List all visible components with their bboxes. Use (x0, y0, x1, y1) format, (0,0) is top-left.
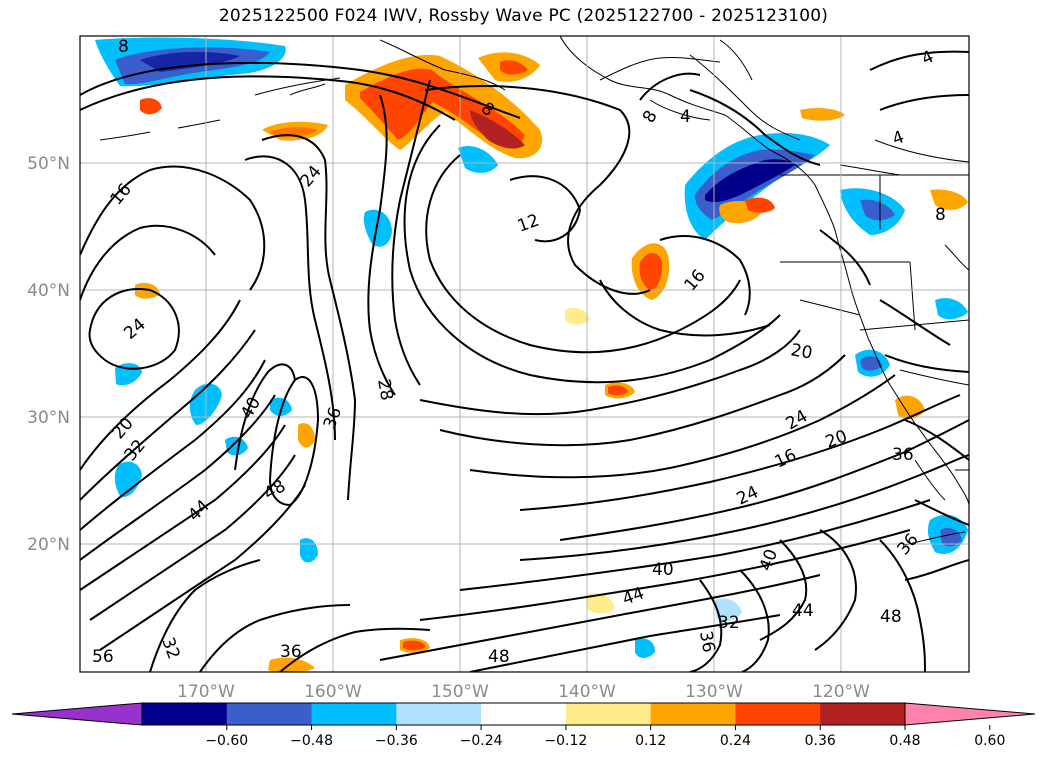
colorbar-tick-label: 0.48 (889, 733, 920, 749)
lat-tick-label: 40°N (27, 281, 70, 301)
contour-label: 48 (880, 607, 902, 627)
colorbar-cell (481, 703, 567, 725)
map-title: 2025122500 F024 IWV, Rossby Wave PC (202… (218, 6, 829, 26)
colorbar-cell (311, 703, 397, 725)
lat-tick-label: 20°N (27, 535, 70, 555)
colorbar-frame (141, 702, 906, 726)
contour-label: 8 (935, 205, 946, 225)
colorbar-extend-high (904, 702, 1036, 726)
contour-label: 20 (789, 340, 814, 363)
colorbar-tick-label: −0.48 (290, 733, 333, 749)
contour-label: 48 (488, 647, 510, 667)
lat-tick-label: 50°N (27, 154, 70, 174)
lon-tick-label: 140°W (558, 682, 616, 702)
colorbar-tick-label: 0.24 (720, 733, 751, 749)
gridlines (80, 36, 969, 672)
contour-label: 36 (892, 445, 914, 465)
contour-label: 32 (718, 613, 740, 633)
colorbar-tick-label: −0.24 (460, 733, 503, 749)
contour-label: 8 (118, 37, 129, 57)
colorbar-cell (650, 703, 736, 725)
colorbar-tick-label: −0.12 (544, 733, 587, 749)
colorbar-cell (142, 703, 228, 725)
lat-tick-label: 30°N (27, 408, 70, 428)
longitude-ticks: 170°W 160°W 150°W 140°W 130°W 120°W (177, 682, 870, 702)
colorbar-cell (820, 703, 906, 725)
lon-tick-label: 170°W (177, 682, 235, 702)
contour-label: 4 (680, 107, 691, 127)
colorbar-tick-label: 0.12 (635, 733, 666, 749)
plot-frame (79, 35, 970, 673)
latitude-ticks: 50°N 40°N 30°N 20°N (27, 154, 70, 555)
colorbar-tick-label: 0.36 (805, 733, 836, 749)
contour-label: 56 (92, 647, 114, 667)
contour-label: 40 (652, 560, 674, 580)
colorbar: −0.60 −0.48 −0.36 −0.24 −0.12 0.12 0.24 0.36 0.4… (11, 702, 1036, 749)
colorbar-tick-label: 0.60 (974, 733, 1005, 749)
lon-tick-label: 150°W (431, 682, 489, 702)
contour-label: 36 (695, 629, 718, 654)
iwv-contours (80, 50, 969, 672)
colorbar-cell (565, 703, 652, 725)
colorbar-tick-label: −0.36 (375, 733, 418, 749)
coastlines (99, 36, 969, 546)
contour-label: 36 (280, 642, 302, 662)
colorbar-cell (226, 703, 313, 725)
lon-tick-label: 120°W (812, 682, 870, 702)
colorbar-cell (735, 703, 821, 725)
colorbar-cell (396, 703, 482, 725)
contour-label: 28 (373, 377, 396, 402)
lon-tick-label: 160°W (304, 682, 362, 702)
lon-tick-label: 130°W (685, 682, 743, 702)
colorbar-tick-label: −0.60 (205, 733, 248, 749)
map-plot-area: 8 12 16 24 28 36 40 48 20 32 44 56 4 8 1… (80, 36, 969, 672)
contour-label: 44 (792, 601, 814, 621)
colorbar-extend-low (11, 702, 143, 726)
